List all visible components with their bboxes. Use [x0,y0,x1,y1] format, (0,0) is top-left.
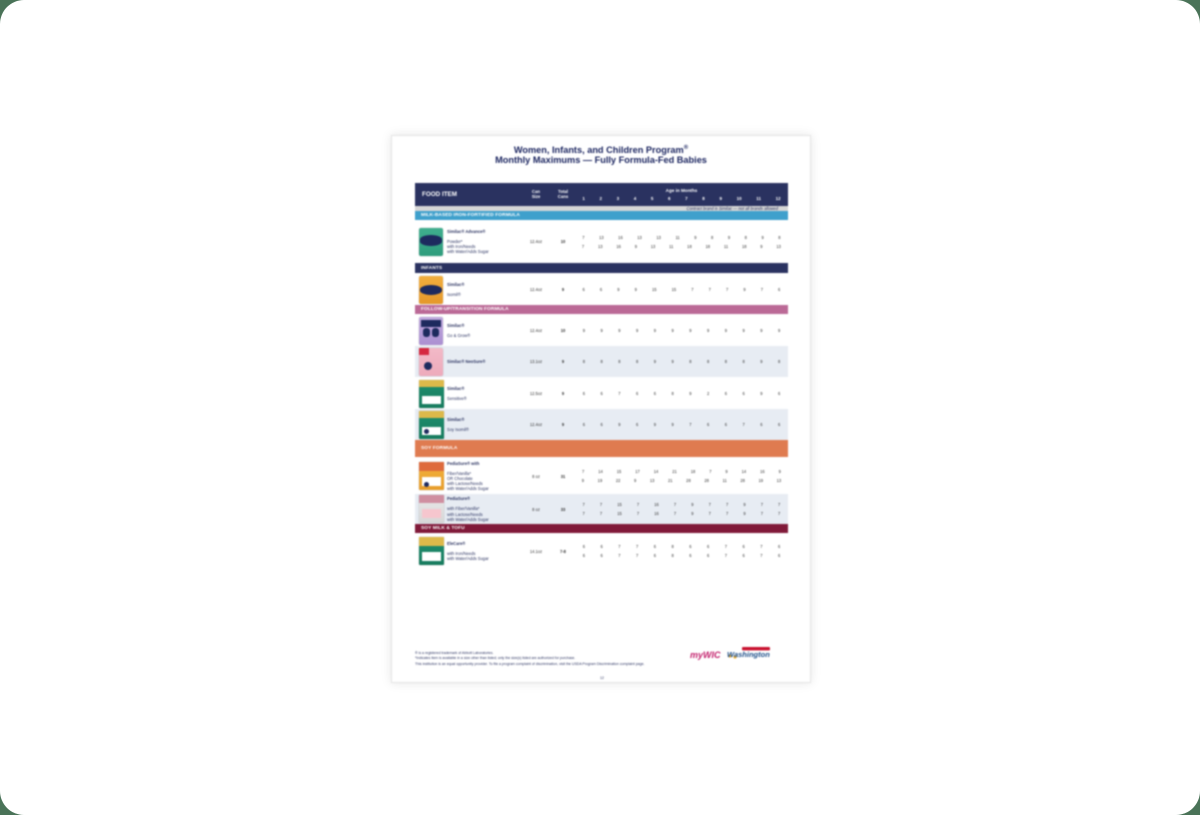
svg-text:myWIC: myWIC [690,650,721,660]
svg-text:Washington: Washington [727,650,770,659]
